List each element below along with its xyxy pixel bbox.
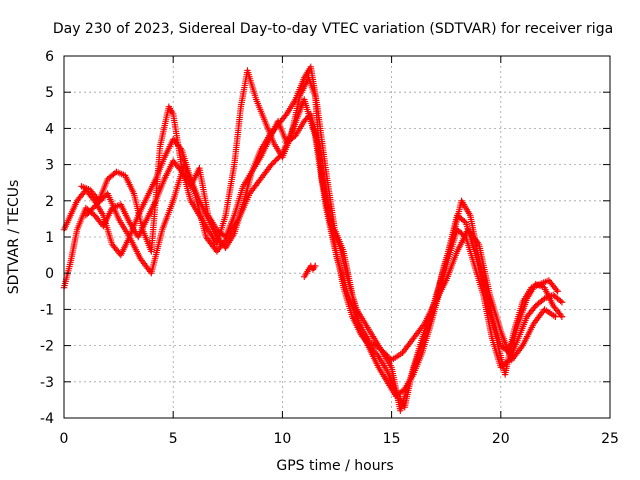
y-tick-label: -3 (40, 375, 54, 391)
x-axis-label: GPS time / hours (276, 458, 393, 474)
data-point (380, 348, 387, 356)
series-track-d (82, 96, 559, 364)
data-points (60, 63, 566, 414)
data-point (271, 158, 278, 166)
data-point (85, 209, 92, 216)
x-tick-label: 5 (169, 431, 178, 447)
data-point (273, 155, 281, 163)
data-point (94, 199, 102, 207)
y-tick-label: 6 (45, 49, 54, 65)
y-tick-label: -1 (40, 302, 54, 318)
data-point (385, 354, 393, 361)
data-point (384, 352, 391, 360)
y-tick-label: -4 (40, 411, 54, 427)
data-point (269, 160, 277, 167)
x-tick-label: 15 (383, 431, 401, 447)
data-point (552, 313, 559, 320)
data-point (92, 202, 99, 209)
data-point (378, 347, 386, 354)
y-tick-label: 0 (45, 266, 54, 282)
x-tick-label: 20 (492, 431, 510, 447)
data-point (96, 198, 103, 205)
data-point (89, 210, 97, 218)
data-point (88, 206, 95, 214)
data-point (93, 201, 100, 208)
chart-title: Day 230 of 2023, Sidereal Day-to-day VTE… (53, 21, 613, 37)
data-point (558, 313, 566, 320)
data-point (99, 195, 106, 203)
data-point (101, 193, 109, 200)
data-point (557, 297, 564, 305)
data-point (539, 296, 547, 303)
y-axis-label: SDTVAR / TECUs (6, 180, 22, 295)
x-tick-label: 25 (601, 431, 619, 447)
y-tick-label: 3 (45, 158, 54, 174)
data-point (275, 154, 282, 162)
data-point (531, 304, 538, 311)
data-point (89, 205, 96, 212)
data-point (272, 157, 279, 164)
data-point (90, 203, 98, 211)
data-point (276, 153, 283, 160)
data-point (311, 262, 319, 270)
x-tick-label: 0 (60, 431, 69, 447)
data-point (377, 346, 384, 353)
data-point (553, 286, 560, 293)
y-tick-label: -2 (40, 339, 54, 355)
data-point (381, 350, 388, 357)
data-point (557, 311, 564, 319)
data-point (97, 197, 105, 204)
data-point (461, 218, 468, 225)
data-point (374, 351, 381, 359)
data-point (382, 351, 390, 358)
data-point (268, 161, 275, 168)
data-point (84, 210, 91, 218)
axis-ticks: 0 5 10 15 20 25 -4 -3 -2 -1 0 1 2 3 4 5 6 (40, 49, 619, 447)
grid-lines (64, 56, 610, 418)
data-point (558, 298, 566, 306)
data-point (282, 112, 289, 119)
data-point (100, 194, 107, 201)
series-track-e (301, 262, 319, 281)
data-point (554, 288, 561, 295)
y-tick-label: 1 (45, 230, 54, 246)
y-tick-label: 5 (45, 85, 54, 101)
y-tick-label: 2 (45, 194, 54, 210)
data-point (86, 208, 94, 215)
data-point (277, 151, 285, 159)
data-point (82, 212, 90, 219)
x-tick-label: 10 (273, 431, 291, 447)
y-tick-label: 4 (45, 121, 54, 137)
